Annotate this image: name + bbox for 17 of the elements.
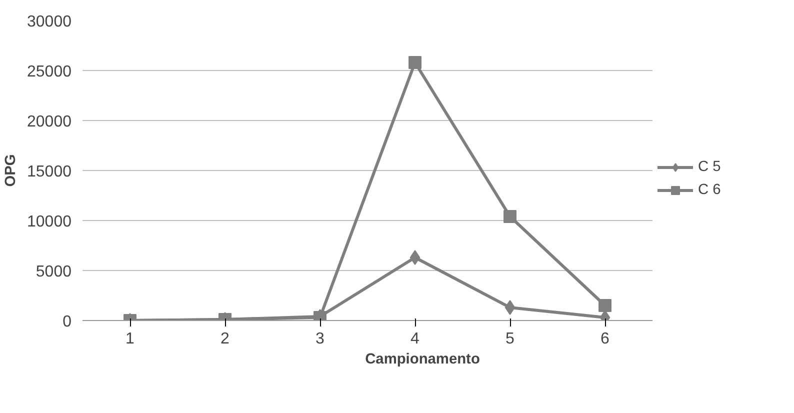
x-tick-label: 5: [506, 330, 515, 348]
y-tick-label: 0: [62, 314, 72, 330]
x-tick-label: 4: [410, 330, 420, 348]
y-tick-label: 5000: [36, 264, 72, 280]
legend-label: C 5: [698, 159, 721, 175]
x-tick-label: 1: [126, 330, 135, 348]
y-tick-label: 20000: [27, 114, 72, 130]
x-tick-label: 2: [220, 330, 230, 348]
x-tick-label: 6: [600, 330, 610, 348]
x-axis-title: Campionamento: [365, 352, 480, 368]
y-tick-label: 30000: [27, 14, 72, 30]
y-axis-title: OPG: [3, 154, 20, 187]
x-tick-label: 3: [316, 330, 325, 348]
y-tick-label: 15000: [27, 164, 72, 180]
y-tick-label: 10000: [27, 214, 72, 230]
legend-label: C 6: [698, 182, 721, 198]
y-tick-label: 25000: [27, 64, 72, 80]
